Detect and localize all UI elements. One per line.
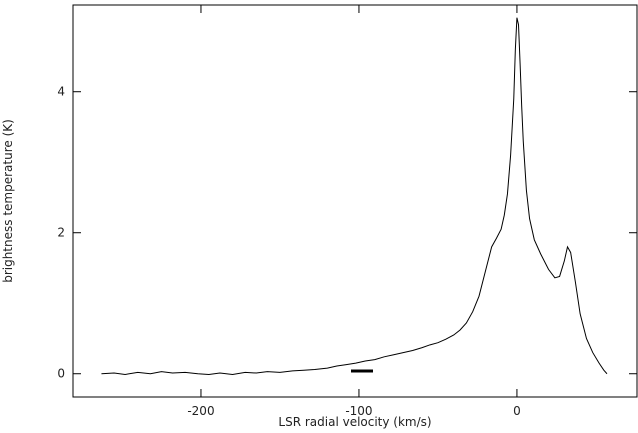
y-tick-label: 2 — [57, 226, 65, 240]
x-tick-label: -200 — [187, 404, 214, 418]
x-tick-label: 0 — [513, 404, 521, 418]
y-tick-label: 4 — [57, 85, 65, 99]
x-tick-label: -100 — [345, 404, 372, 418]
plot-frame — [72, 4, 638, 398]
y-axis-label: brightness temperature (K) — [1, 119, 15, 283]
y-tick-label: 0 — [57, 367, 65, 381]
spectrum-line — [101, 17, 608, 375]
x-axis-label: LSR radial velocity (km/s) — [278, 415, 431, 429]
